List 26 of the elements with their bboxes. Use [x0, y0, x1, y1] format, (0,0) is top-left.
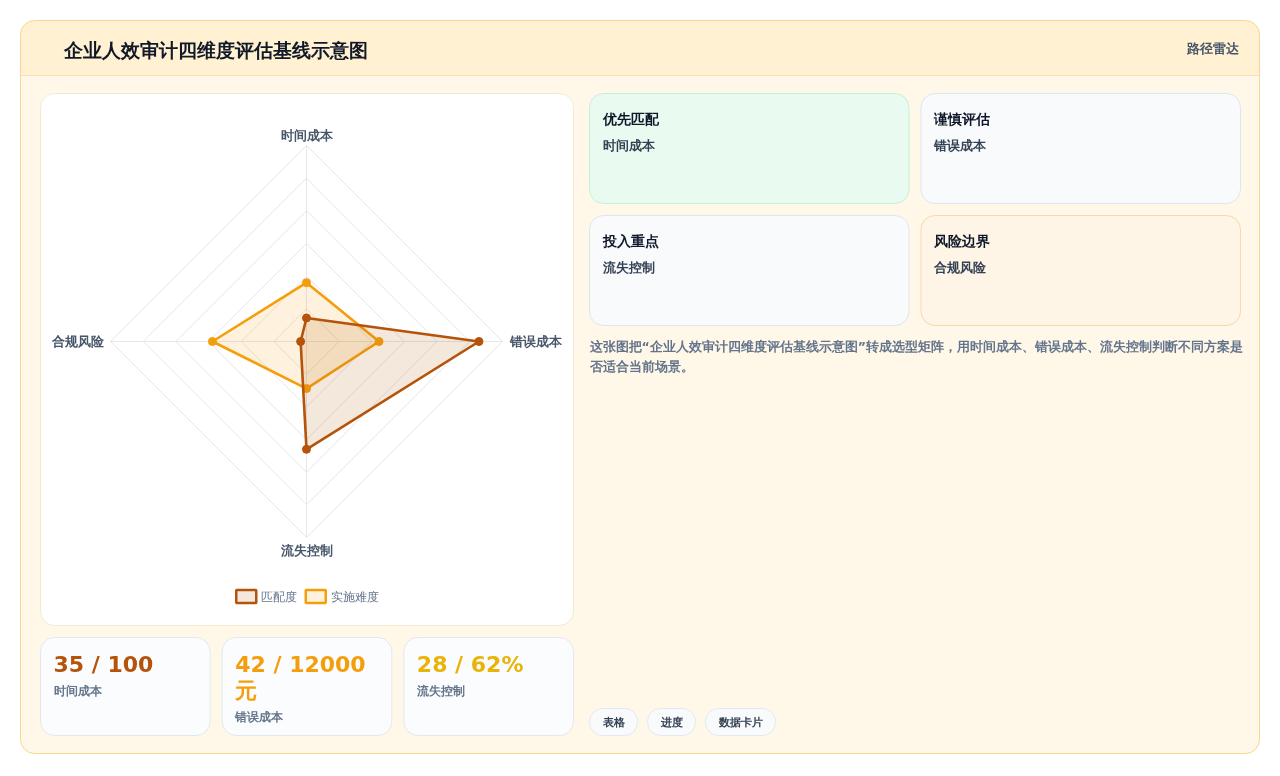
- text: 35 / 100: [53, 652, 154, 677]
- text: 时间成本: [602, 138, 656, 153]
- text: 时间成本: [53, 683, 103, 698]
- text: 合规风险: [933, 260, 987, 275]
- text: 表格: [601, 715, 626, 729]
- text: 28 / 62%: [416, 652, 524, 677]
- spoke-label: 错误成本: [508, 334, 563, 349]
- text: 风险边界: [933, 232, 990, 249]
- text: 优先匹配: [601, 110, 660, 127]
- text: 数据卡片: [717, 715, 763, 729]
- text: 这张图把“企业人效审计四维度评估基线示意图”转成选型矩阵，用时间成本、错误成本、流失控制判断不同方案是否适合当前场景。: [588, 339, 1243, 374]
- text: 投入重点: [601, 232, 659, 249]
- text: 错误成本: [933, 138, 987, 153]
- text: 路径雷达: [1185, 41, 1239, 56]
- spoke-label: 时间成本: [280, 128, 334, 143]
- spoke-label: 流失控制: [279, 543, 333, 558]
- text: 流失控制: [601, 260, 655, 275]
- legend-label: 实施难度: [330, 589, 379, 604]
- text: 流失控制: [415, 683, 465, 698]
- text: 42 / 12000 元: [234, 652, 366, 703]
- text: 进度: [659, 715, 683, 729]
- legend-label: 匹配度: [261, 589, 298, 604]
- chart-title: 企业人效审计四维度评估基线示意图: [62, 38, 368, 61]
- text: 谨慎评估: [933, 110, 990, 127]
- text: 错误成本: [234, 709, 285, 724]
- spoke-label: 合规风险: [50, 334, 105, 349]
